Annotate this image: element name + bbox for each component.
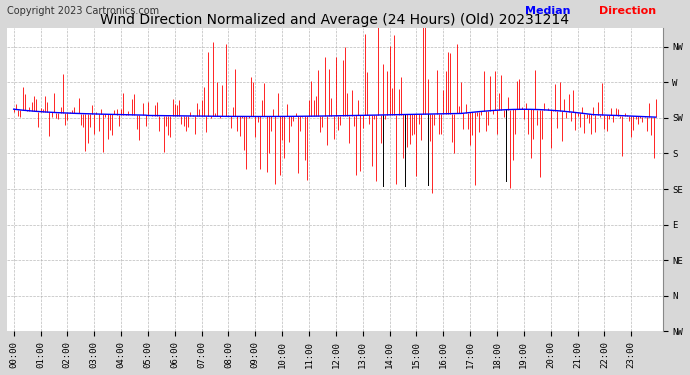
Title: Wind Direction Normalized and Average (24 Hours) (Old) 20231214: Wind Direction Normalized and Average (2… <box>100 13 569 27</box>
Text: Median: Median <box>525 6 571 16</box>
Text: Direction: Direction <box>599 6 656 16</box>
Text: Copyright 2023 Cartronics.com: Copyright 2023 Cartronics.com <box>7 6 159 16</box>
